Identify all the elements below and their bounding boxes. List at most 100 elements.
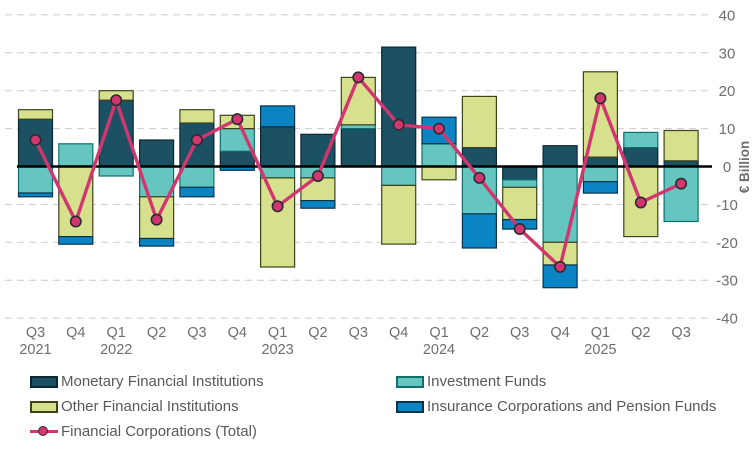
bar-segment bbox=[542, 145, 578, 168]
x-axis-quarter-label: Q3 bbox=[187, 325, 206, 341]
bar-segment bbox=[179, 109, 215, 124]
y-axis-tick-label: -20 bbox=[716, 235, 738, 252]
y-axis-tick-label: 40 bbox=[719, 7, 736, 24]
legend-column-right: Investment Funds Insurance Corporations a… bbox=[396, 369, 716, 419]
total-marker bbox=[513, 223, 526, 236]
x-axis-year-label: 2022 bbox=[100, 342, 132, 358]
bar-segment bbox=[582, 71, 619, 158]
y-axis-tick-label: -40 bbox=[716, 311, 738, 328]
x-axis-quarter-label: Q3 bbox=[671, 325, 690, 341]
legend-swatch-icon bbox=[30, 375, 58, 388]
bar-segment bbox=[582, 165, 619, 183]
x-axis-quarter-label: Q1 bbox=[429, 325, 448, 341]
y-axis-tick-label: 10 bbox=[719, 121, 736, 138]
y-axis-tick-label: 0 bbox=[723, 159, 731, 176]
x-axis-quarter-label: Q3 bbox=[349, 325, 368, 341]
total-marker bbox=[554, 260, 567, 273]
total-marker bbox=[675, 177, 688, 190]
total-marker bbox=[69, 215, 82, 228]
bar-segment bbox=[582, 181, 619, 194]
bar-segment bbox=[663, 165, 699, 223]
legend-item-label: Other Financial Institutions bbox=[61, 398, 239, 415]
y-axis-title: € Billion bbox=[737, 141, 752, 194]
total-marker bbox=[634, 196, 647, 209]
bar-segment bbox=[421, 143, 457, 168]
total-marker bbox=[594, 92, 607, 105]
x-axis-quarter-label: Q4 bbox=[228, 325, 247, 341]
total-marker bbox=[231, 113, 244, 126]
total-marker bbox=[150, 213, 163, 226]
bar-segment bbox=[179, 186, 215, 198]
x-axis-quarter-label: Q1 bbox=[268, 325, 287, 341]
legend-item-financial-corporations-total[interactable]: Financial Corporations (Total) bbox=[30, 419, 264, 444]
x-axis-year-label: 2024 bbox=[423, 342, 455, 358]
bar-segment bbox=[623, 131, 659, 149]
x-axis-quarter-label: Q4 bbox=[389, 325, 408, 341]
x-axis-quarter-label: Q4 bbox=[66, 325, 85, 341]
bar-segment bbox=[502, 165, 538, 181]
bar-segment bbox=[58, 143, 94, 168]
x-axis-quarter-label: Q3 bbox=[510, 325, 529, 341]
legend-item-other-financial-institutions[interactable]: Other Financial Institutions bbox=[30, 394, 264, 419]
bar-segment bbox=[502, 179, 538, 189]
total-marker bbox=[352, 71, 365, 84]
total-marker bbox=[311, 170, 324, 183]
bar-segment bbox=[98, 165, 134, 177]
bar-segment bbox=[340, 76, 376, 126]
x-axis-year-label: 2023 bbox=[261, 342, 293, 358]
x-axis-quarter-label: Q1 bbox=[107, 325, 126, 341]
bar-segment bbox=[542, 165, 578, 243]
bar-segment bbox=[623, 147, 659, 168]
x-axis-quarter-label: Q2 bbox=[308, 325, 327, 341]
total-marker bbox=[110, 94, 123, 107]
bar-segment bbox=[461, 95, 497, 149]
x-axis-quarter-label: Q2 bbox=[470, 325, 489, 341]
x-axis-quarter-label: Q2 bbox=[631, 325, 650, 341]
bar-segment bbox=[260, 177, 296, 268]
bar-segment bbox=[381, 46, 417, 168]
legend-item-insurance-corporations-and-pension-funds[interactable]: Insurance Corporations and Pension Funds bbox=[396, 394, 716, 419]
bar-segment bbox=[663, 129, 699, 162]
bar-segment bbox=[300, 200, 336, 209]
bar-segment bbox=[260, 126, 296, 168]
y-axis-tick-label: -10 bbox=[716, 197, 738, 214]
x-axis-year-label: 2021 bbox=[19, 342, 51, 358]
x-axis-quarter-label: Q1 bbox=[591, 325, 610, 341]
total-marker bbox=[392, 118, 405, 131]
x-axis-quarter-label: Q2 bbox=[147, 325, 166, 341]
bar-segment bbox=[17, 165, 54, 194]
total-marker bbox=[473, 171, 486, 184]
bar-segment bbox=[381, 184, 417, 245]
bar-segment bbox=[582, 156, 619, 168]
total-marker bbox=[432, 122, 445, 135]
bar-segment bbox=[17, 192, 54, 198]
bar-segment bbox=[17, 109, 54, 120]
total-marker bbox=[190, 134, 203, 147]
bar-segment bbox=[139, 237, 175, 247]
bar-segment bbox=[58, 236, 94, 245]
bar-segment bbox=[139, 139, 175, 168]
bar-segment bbox=[260, 105, 296, 128]
legend-item-label: Monetary Financial Institutions bbox=[61, 373, 264, 390]
legend-item-investment-funds[interactable]: Investment Funds bbox=[396, 369, 716, 394]
y-axis-tick-label: -30 bbox=[716, 273, 738, 290]
x-axis-quarter-label: Q4 bbox=[550, 325, 569, 341]
legend-item-label: Financial Corporations (Total) bbox=[61, 423, 257, 440]
legend-item-monetary-financial-institutions[interactable]: Monetary Financial Institutions bbox=[30, 369, 264, 394]
bar-segment bbox=[421, 165, 457, 181]
bar-segment bbox=[381, 165, 417, 186]
legend-swatch-icon bbox=[30, 400, 58, 413]
legend-swatch-icon bbox=[396, 400, 424, 413]
bar-segment bbox=[461, 213, 497, 249]
total-marker bbox=[271, 200, 284, 213]
total-marker bbox=[29, 134, 42, 147]
y-axis-tick-label: 20 bbox=[719, 83, 736, 100]
legend-item-label: Insurance Corporations and Pension Funds bbox=[427, 398, 717, 415]
bar-segment bbox=[219, 150, 255, 168]
legend-swatch-icon bbox=[396, 375, 424, 388]
chart-plot-area: 40 30 20 10 0 -10 -20 -30 -40 € Billion Q3 2021 Q4 Q1… bbox=[5, 7, 752, 358]
bar-segment bbox=[179, 165, 215, 188]
y-axis-tick-label: 30 bbox=[719, 45, 736, 62]
bar-segment bbox=[340, 128, 376, 168]
